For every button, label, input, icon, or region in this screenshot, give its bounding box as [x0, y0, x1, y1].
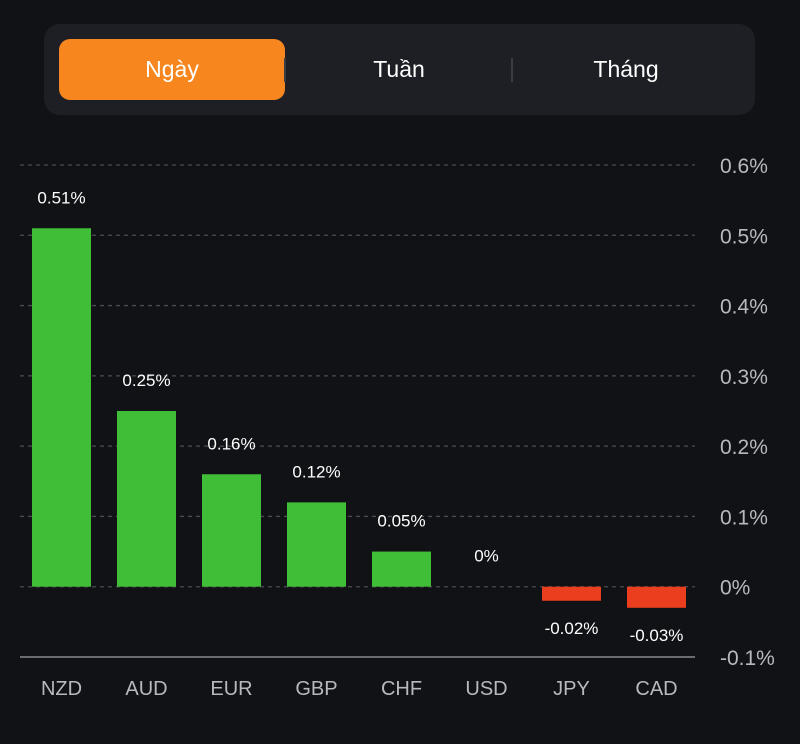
y-tick-label: -0.1% [720, 647, 775, 670]
x-tick-chf: CHF [381, 678, 422, 700]
bar-chf [372, 551, 431, 587]
x-tick-aud: AUD [125, 678, 167, 700]
y-tick-label: 0.3% [720, 366, 768, 389]
tab-divider [511, 58, 513, 82]
x-tick-gbp: GBP [295, 678, 337, 700]
bar-gbp [287, 502, 346, 587]
x-tick-eur: EUR [210, 678, 252, 700]
data-label-usd: 0% [474, 547, 499, 566]
x-tick-nzd: NZD [41, 678, 82, 700]
data-label-aud: 0.25% [122, 371, 170, 390]
data-label-jpy: -0.02% [545, 619, 599, 638]
bar-jpy [542, 586, 601, 601]
bars [32, 228, 686, 608]
y-tick-label: 0.1% [720, 506, 768, 529]
x-tick-jpy: JPY [553, 678, 590, 700]
bar-eur [202, 474, 261, 587]
y-tick-label: 0.4% [720, 296, 768, 319]
y-tick-label: 0.5% [720, 225, 768, 248]
bar-nzd [32, 228, 91, 587]
tab-divider [284, 58, 286, 82]
tab-day[interactable]: Ngày [59, 39, 285, 100]
tab-month[interactable]: Tháng [593, 56, 659, 82]
y-tick-label: 0.6% [720, 155, 768, 178]
data-labels: 0.51% 0.25% 0.16% 0.12% 0.05% 0% -0.02% -0.03% [37, 188, 683, 645]
y-tick-label: 0% [720, 577, 750, 600]
tab-week[interactable]: Tuần [373, 56, 425, 82]
data-label-chf: 0.05% [377, 512, 425, 531]
data-label-gbp: 0.12% [292, 462, 340, 481]
x-axis-ticks: NZD AUD EUR GBP CHF USD JPY CAD [41, 678, 678, 700]
data-label-eur: 0.16% [207, 434, 255, 453]
period-tab-bar: Ngày Tuần Tháng [44, 24, 755, 115]
bar-aud [117, 411, 176, 587]
x-tick-cad: CAD [635, 678, 677, 700]
y-axis-ticks: 0.6% 0.5% 0.4% 0.3% 0.2% 0.1% 0% -0.1% [720, 155, 775, 670]
x-tick-usd: USD [465, 678, 507, 700]
data-label-nzd: 0.51% [37, 188, 85, 207]
data-label-cad: -0.03% [630, 626, 684, 645]
y-tick-label: 0.2% [720, 436, 768, 459]
bar-cad [627, 586, 686, 608]
